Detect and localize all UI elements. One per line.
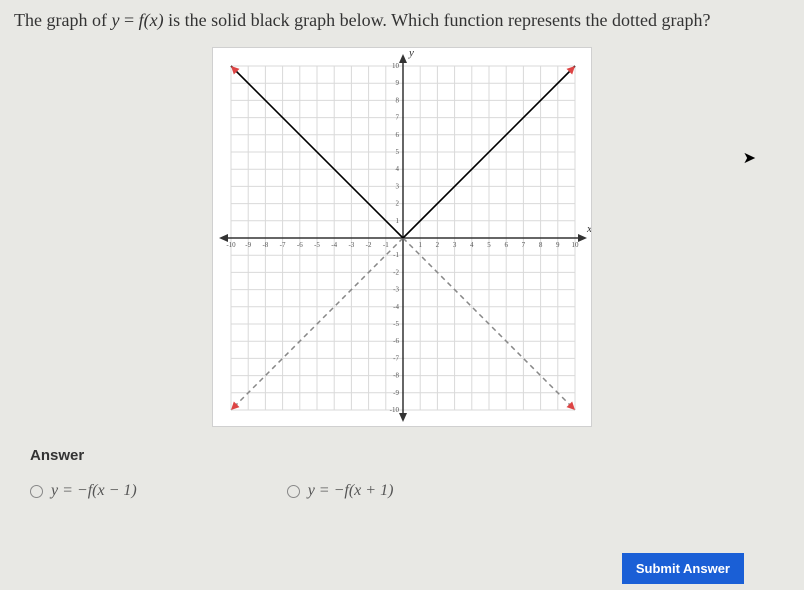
svg-text:5: 5 xyxy=(487,241,491,249)
svg-text:2: 2 xyxy=(436,241,440,249)
svg-text:-2: -2 xyxy=(366,241,372,249)
svg-text:4: 4 xyxy=(396,165,400,173)
option-2-text: y = −f(x + 1) xyxy=(308,482,394,500)
svg-text:-10: -10 xyxy=(390,406,400,414)
svg-text:-7: -7 xyxy=(280,241,286,249)
svg-text:9: 9 xyxy=(396,79,400,87)
q-prefix: The graph of xyxy=(14,10,111,30)
graph-svg: -10 -9 -8 -7 -6 -5 -4 -3 -2 -1 1 2 3 4 5 6 7 8 9 10 -10 -9 -8 -… xyxy=(212,47,592,427)
answer-section: Answer y = −f(x − 1) y = −f(x + 1) xyxy=(0,435,804,500)
svg-text:7: 7 xyxy=(396,114,400,122)
svg-text:-6: -6 xyxy=(297,241,303,249)
submit-button[interactable]: Submit Answer xyxy=(622,553,744,584)
svg-text:10: 10 xyxy=(572,241,580,249)
svg-text:7: 7 xyxy=(522,241,526,249)
svg-text:-3: -3 xyxy=(348,241,354,249)
svg-text:8: 8 xyxy=(539,241,543,249)
svg-text:6: 6 xyxy=(396,131,400,139)
svg-text:9: 9 xyxy=(556,241,560,249)
svg-text:y: y xyxy=(408,47,414,59)
option-1-text: y = −f(x − 1) xyxy=(51,482,137,500)
svg-text:2: 2 xyxy=(396,200,400,208)
svg-text:-1: -1 xyxy=(383,241,389,249)
option-2[interactable]: y = −f(x + 1) xyxy=(287,482,394,500)
svg-text:-4: -4 xyxy=(331,241,337,249)
cursor-icon: ➤ xyxy=(743,148,756,168)
graph-container: -10 -9 -8 -7 -6 -5 -4 -3 -2 -1 1 2 3 4 5 6 7 8 9 10 -10 -9 -8 -… xyxy=(0,41,804,435)
svg-text:-5: -5 xyxy=(393,320,399,328)
answer-label: Answer xyxy=(30,447,774,464)
svg-text:5: 5 xyxy=(396,148,400,156)
svg-text:-9: -9 xyxy=(393,389,399,397)
options-row: y = −f(x − 1) y = −f(x + 1) xyxy=(30,482,774,500)
q-eq: = xyxy=(119,10,138,30)
svg-text:-6: -6 xyxy=(393,337,399,345)
svg-text:3: 3 xyxy=(453,241,457,249)
option-1[interactable]: y = −f(x − 1) xyxy=(30,482,137,500)
svg-text:-9: -9 xyxy=(245,241,251,249)
svg-text:-5: -5 xyxy=(314,241,320,249)
svg-text:-8: -8 xyxy=(262,241,268,249)
question-text: The graph of y = f(x) is the solid black… xyxy=(0,0,804,41)
radio-icon[interactable] xyxy=(287,485,300,498)
svg-text:-7: -7 xyxy=(393,354,399,362)
q-suffix: is the solid black graph below. Which fu… xyxy=(164,10,711,30)
radio-icon[interactable] xyxy=(30,485,43,498)
svg-text:6: 6 xyxy=(504,241,508,249)
svg-text:3: 3 xyxy=(396,182,400,190)
svg-text:x: x xyxy=(586,223,592,235)
svg-text:-2: -2 xyxy=(393,268,399,276)
svg-text:1: 1 xyxy=(418,241,422,249)
svg-text:-10: -10 xyxy=(226,241,236,249)
q-fx: (x) xyxy=(144,10,164,30)
svg-text:8: 8 xyxy=(396,96,400,104)
svg-text:-8: -8 xyxy=(393,372,399,380)
svg-text:10: 10 xyxy=(392,62,400,70)
svg-text:-4: -4 xyxy=(393,303,399,311)
svg-text:1: 1 xyxy=(396,217,400,225)
svg-text:4: 4 xyxy=(470,241,474,249)
svg-text:-1: -1 xyxy=(393,251,399,259)
svg-text:-3: -3 xyxy=(393,286,399,294)
